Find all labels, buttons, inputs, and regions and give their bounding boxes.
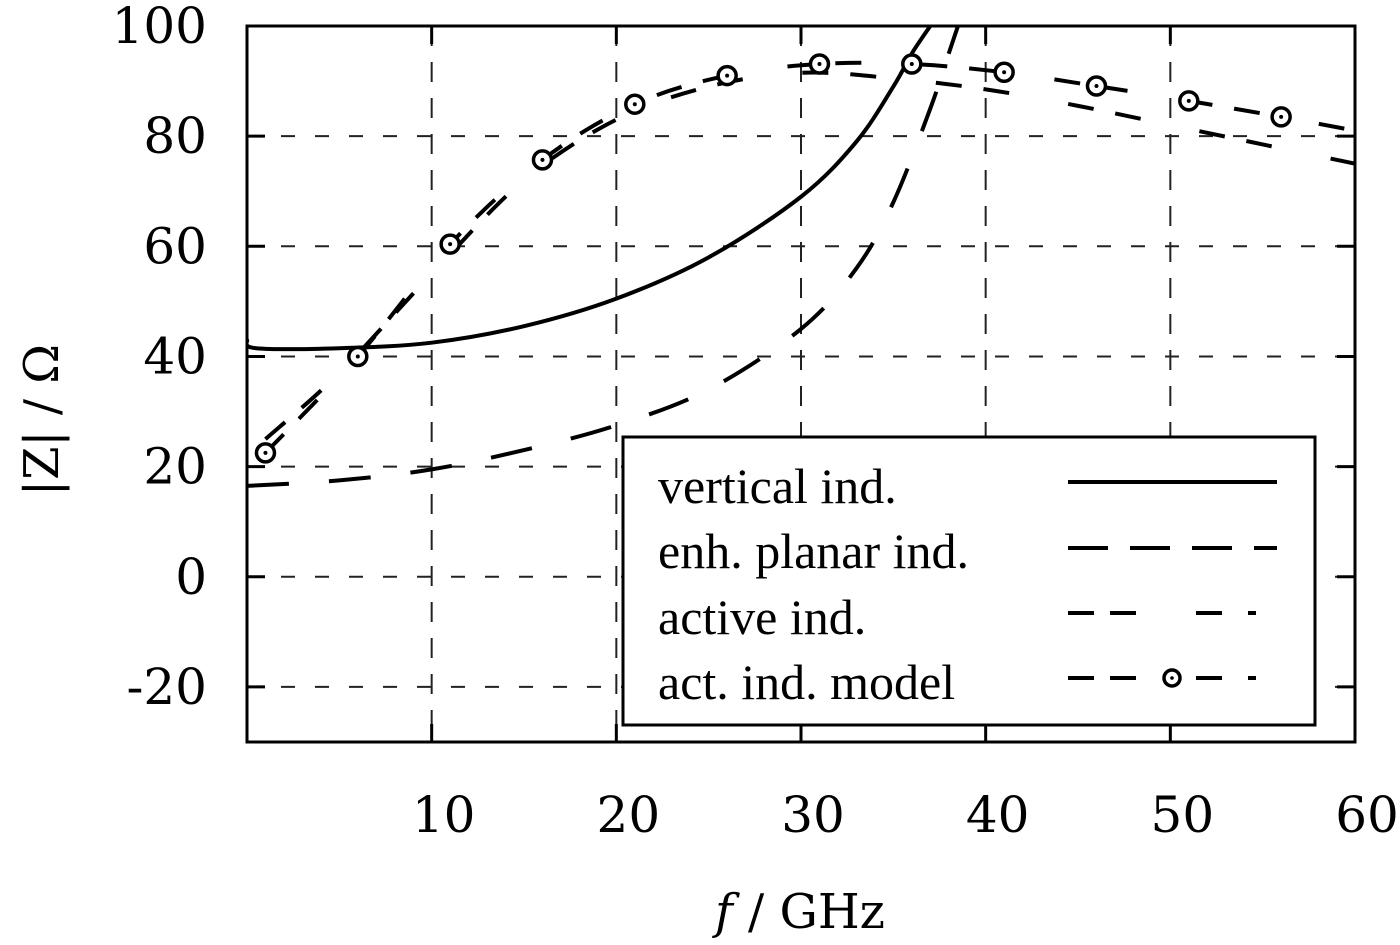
marker-dot — [448, 242, 453, 247]
y-tick-label: 20 — [143, 438, 207, 496]
marker-dot — [1002, 70, 1007, 75]
marker-dot — [817, 62, 822, 67]
x-tick-label: 60 — [1335, 786, 1399, 844]
axis-ticks — [247, 24, 1357, 742]
y-tick-label: 60 — [143, 217, 207, 275]
y-tick-label: -20 — [126, 658, 207, 716]
x-tick-label: 20 — [597, 786, 661, 844]
series-active-ind — [264, 70, 1355, 441]
legend-label-model: act. ind. model — [658, 654, 955, 710]
legend-marker-dot — [1170, 676, 1174, 680]
data-curves — [247, 26, 1355, 488]
marker-dot — [263, 450, 268, 455]
x-axis-label: f / GHz — [712, 884, 885, 940]
x-tick-label: 10 — [412, 786, 476, 844]
legend: vertical ind. enh. planar ind. active in… — [621, 435, 1317, 727]
x-axis-label-unit: / GHz — [733, 884, 885, 940]
x-tick-labels: 10 20 30 40 50 60 — [412, 786, 1399, 844]
marker-dot — [540, 157, 545, 162]
series-vertical-ind — [247, 26, 932, 352]
x-tick-label: 50 — [1151, 786, 1215, 844]
x-tick-label: 40 — [966, 786, 1030, 844]
marker-dot — [725, 73, 730, 78]
y-axis-label: |Z| / Ω — [14, 344, 70, 496]
series-act-ind-model — [264, 60, 1355, 455]
legend-label-enh-planar: enh. planar ind. — [658, 523, 969, 579]
x-tick-label: 30 — [781, 786, 845, 844]
marker-dot — [632, 102, 637, 107]
legend-label-active: active ind. — [658, 589, 866, 645]
y-tick-label: 40 — [143, 327, 207, 385]
y-axis-label-text: |Z| / Ω — [14, 344, 70, 496]
marker-dot — [1094, 84, 1099, 89]
marker-dot — [355, 354, 360, 359]
marker-dot — [909, 62, 914, 67]
y-tick-label: 80 — [143, 107, 207, 165]
y-tick-labels: -20 0 20 40 60 80 100 — [112, 0, 207, 716]
marker-dot — [1279, 114, 1284, 119]
marker-dot — [1186, 98, 1191, 103]
y-tick-label: 0 — [175, 548, 207, 606]
legend-label-vertical: vertical ind. — [658, 458, 897, 514]
y-tick-label: 100 — [112, 0, 207, 55]
series-enh-planar-ind — [247, 26, 960, 488]
